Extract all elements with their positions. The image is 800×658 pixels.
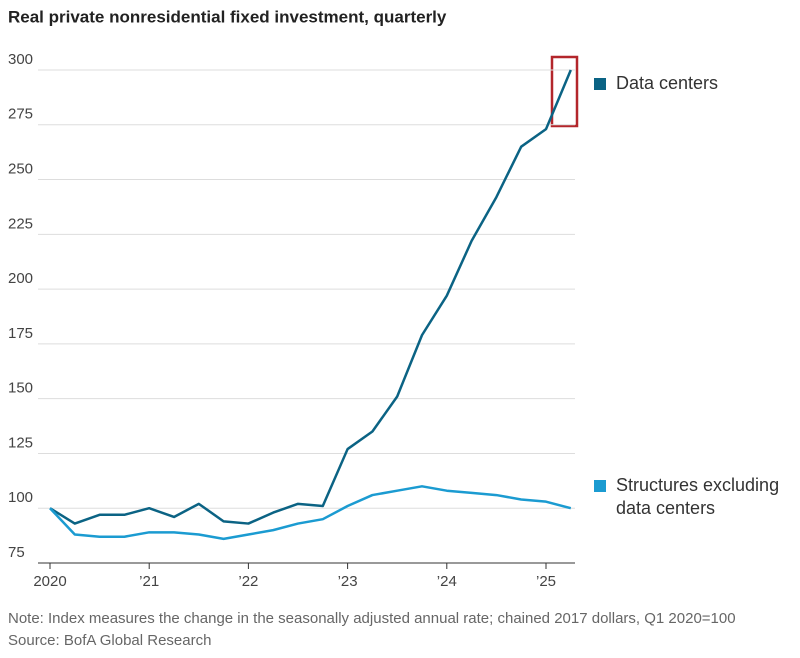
y-tick-label: 275 bbox=[8, 106, 33, 123]
x-tick-label: ’25 bbox=[536, 573, 556, 590]
y-tick-label: 100 bbox=[8, 489, 33, 506]
x-tick-label: ’22 bbox=[238, 573, 258, 590]
y-tick-label: 125 bbox=[8, 434, 33, 451]
line-series bbox=[49, 485, 572, 541]
y-tick-label: 225 bbox=[8, 215, 33, 232]
y-tick-label: 175 bbox=[8, 325, 33, 342]
y-tick-label: 75 bbox=[8, 544, 25, 561]
x-tick-label: 2020 bbox=[33, 573, 66, 590]
legend-item: Data centers bbox=[594, 72, 718, 95]
x-tick-label: ’23 bbox=[338, 573, 358, 590]
x-tick-label: ’21 bbox=[139, 573, 159, 590]
legend-swatch bbox=[594, 78, 606, 90]
y-tick-label: 300 bbox=[8, 51, 33, 68]
note: Note: Index measures the change in the s… bbox=[8, 610, 736, 627]
x-tick-label: ’24 bbox=[437, 573, 457, 590]
legend-label: Data centers bbox=[616, 73, 719, 93]
y-tick-label: 250 bbox=[8, 161, 33, 178]
legend-item: Structures excluding data centers bbox=[594, 474, 794, 520]
y-tick-label: 150 bbox=[8, 380, 33, 397]
highlight-box bbox=[550, 55, 579, 128]
source: Source: BofA Global Research bbox=[8, 632, 211, 649]
chart-title: Real private nonresidential fixed invest… bbox=[8, 7, 447, 26]
y-tick-label: 200 bbox=[8, 270, 33, 287]
legend-swatch bbox=[594, 480, 606, 492]
line-series bbox=[49, 69, 572, 525]
legend-label: Structures excluding data centers bbox=[616, 475, 780, 518]
